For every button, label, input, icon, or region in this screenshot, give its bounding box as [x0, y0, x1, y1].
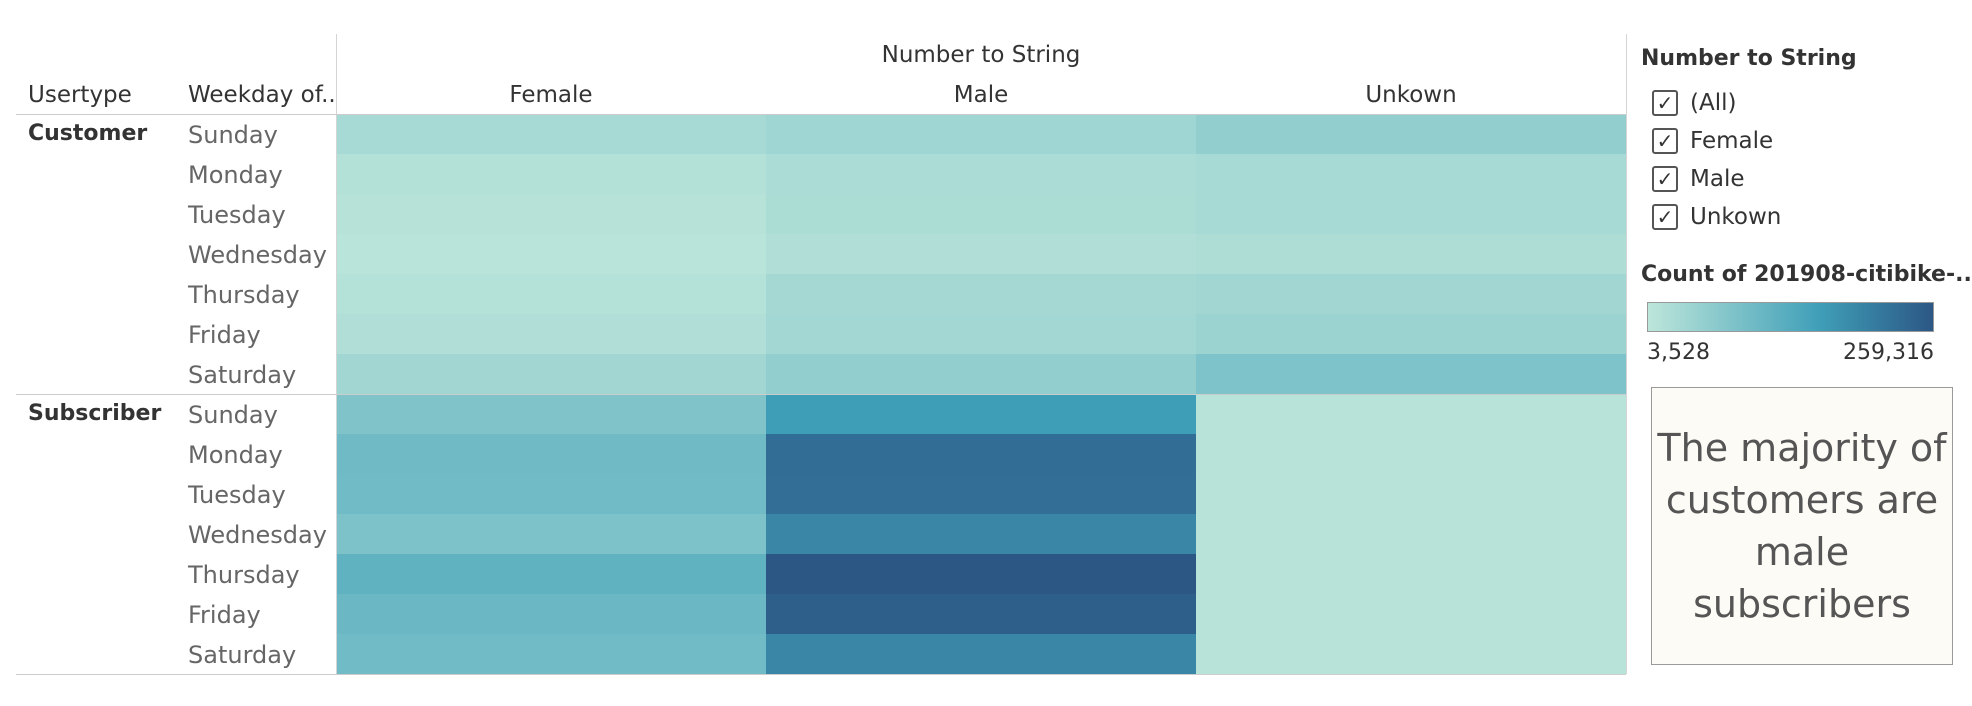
- group-divider-line: [16, 394, 1626, 395]
- filter-item-male[interactable]: ✓ Male: [1652, 166, 1744, 192]
- heatmap-cell-subscriber-sunday-unkown[interactable]: [1196, 394, 1626, 434]
- row-label-wednesday: Wednesday: [188, 241, 327, 269]
- filter-item-label: Unkown: [1690, 204, 1782, 230]
- annotation-line-3: male: [1754, 530, 1850, 574]
- row-label-sunday: Sunday: [188, 401, 278, 429]
- heatmap-cell-customer-monday-unkown[interactable]: [1196, 154, 1626, 194]
- heatmap-cell-customer-wednesday-female[interactable]: [336, 234, 766, 274]
- color-legend-min: 3,528: [1647, 340, 1710, 365]
- color-ramp: [1647, 302, 1934, 332]
- column-header-unkown: Unkown: [1365, 82, 1457, 108]
- row-label-friday: Friday: [188, 321, 261, 349]
- heatmap-cell-customer-tuesday-female[interactable]: [336, 194, 766, 234]
- annotation-text: The majority of customers are male subsc…: [1657, 422, 1946, 630]
- heatmap-cell-subscriber-wednesday-unkown[interactable]: [1196, 514, 1626, 554]
- heatmap-cell-subscriber-monday-female[interactable]: [336, 434, 766, 474]
- row-label-thursday: Thursday: [188, 281, 300, 309]
- heatmap-cell-subscriber-saturday-unkown[interactable]: [1196, 634, 1626, 674]
- heatmap-cell-customer-saturday-female[interactable]: [336, 354, 766, 394]
- heatmap-cell-subscriber-monday-male[interactable]: [766, 434, 1196, 474]
- heatmap-cell-customer-sunday-unkown[interactable]: [1196, 114, 1626, 154]
- annotation-line-4: subscribers: [1693, 582, 1911, 626]
- heatmap-cell-customer-sunday-female[interactable]: [336, 114, 766, 154]
- group-label-customer: Customer: [28, 121, 148, 146]
- heatmap-cell-customer-thursday-male[interactable]: [766, 274, 1196, 314]
- heatmap-cell-customer-tuesday-unkown[interactable]: [1196, 194, 1626, 234]
- table-bottom-line: [16, 674, 1626, 675]
- group-label-subscriber: Subscriber: [28, 401, 162, 426]
- heatmap-cell-subscriber-monday-unkown[interactable]: [1196, 434, 1626, 474]
- heatmap-cell-customer-friday-female[interactable]: [336, 314, 766, 354]
- row-label-wednesday: Wednesday: [188, 521, 327, 549]
- heatmap-cell-customer-friday-male[interactable]: [766, 314, 1196, 354]
- heatmap-cell-subscriber-tuesday-unkown[interactable]: [1196, 474, 1626, 514]
- heatmap-cell-customer-sunday-male[interactable]: [766, 114, 1196, 154]
- column-header-female: Female: [509, 82, 593, 108]
- heatmap-cell-subscriber-wednesday-male[interactable]: [766, 514, 1196, 554]
- checkbox-icon[interactable]: ✓: [1652, 204, 1678, 230]
- annotation-line-1: The majority of: [1657, 426, 1947, 470]
- heatmap-cell-customer-saturday-unkown[interactable]: [1196, 354, 1626, 394]
- annotation-box: The majority of customers are male subsc…: [1651, 387, 1953, 665]
- heatmap-cell-subscriber-friday-unkown[interactable]: [1196, 594, 1626, 634]
- row-label-saturday: Saturday: [188, 361, 297, 389]
- heatmap-cell-customer-thursday-unkown[interactable]: [1196, 274, 1626, 314]
- heatmap-cell-subscriber-wednesday-female[interactable]: [336, 514, 766, 554]
- heatmap-cell-subscriber-sunday-male[interactable]: [766, 394, 1196, 434]
- heatmap-cell-customer-monday-female[interactable]: [336, 154, 766, 194]
- heatmap-cell-customer-saturday-male[interactable]: [766, 354, 1196, 394]
- filter-item-label: Male: [1690, 166, 1745, 192]
- checkbox-icon[interactable]: ✓: [1652, 166, 1678, 192]
- row-label-monday: Monday: [188, 161, 283, 189]
- row-label-sunday: Sunday: [188, 121, 278, 149]
- filter-item-label: Female: [1690, 128, 1774, 154]
- annotation-line-2: customers are: [1665, 478, 1939, 522]
- heatmap-cell-subscriber-friday-female[interactable]: [336, 594, 766, 634]
- heatmap-cell-subscriber-saturday-male[interactable]: [766, 634, 1196, 674]
- heatmap-cell-subscriber-thursday-male[interactable]: [766, 554, 1196, 594]
- row-label-friday: Friday: [188, 601, 261, 629]
- heatmap-cell-subscriber-tuesday-female[interactable]: [336, 474, 766, 514]
- filter-item-all[interactable]: ✓ (All): [1652, 90, 1736, 116]
- row-label-saturday: Saturday: [188, 641, 297, 669]
- column-group-title: Number to String: [881, 42, 1081, 68]
- filter-item-unkown[interactable]: ✓ Unkown: [1652, 204, 1781, 230]
- heatmap-cell-subscriber-saturday-female[interactable]: [336, 634, 766, 674]
- row-label-thursday: Thursday: [188, 561, 300, 589]
- row-label-monday: Monday: [188, 441, 283, 469]
- color-legend-max: 259,316: [1843, 340, 1934, 365]
- heatmap-cell-customer-wednesday-unkown[interactable]: [1196, 234, 1626, 274]
- heatmap-cell-subscriber-thursday-unkown[interactable]: [1196, 554, 1626, 594]
- checkbox-icon[interactable]: ✓: [1652, 90, 1678, 116]
- right-border: [1626, 34, 1627, 674]
- filter-item-label: (All): [1690, 90, 1737, 116]
- heatmap-cell-subscriber-friday-male[interactable]: [766, 594, 1196, 634]
- color-legend-title: Count of 201908-citibike-..: [1641, 262, 1972, 287]
- header-bottom-line: [16, 114, 1626, 115]
- row-label-tuesday: Tuesday: [188, 201, 286, 229]
- column-header-male: Male: [953, 82, 1009, 108]
- filter-item-female[interactable]: ✓ Female: [1652, 128, 1773, 154]
- heatmap-cell-customer-tuesday-male[interactable]: [766, 194, 1196, 234]
- heatmap-cell-customer-thursday-female[interactable]: [336, 274, 766, 314]
- heatmap-cell-subscriber-tuesday-male[interactable]: [766, 474, 1196, 514]
- heatmap-cell-customer-wednesday-male[interactable]: [766, 234, 1196, 274]
- row-header-divider: [336, 34, 337, 674]
- heatmap-cell-customer-friday-unkown[interactable]: [1196, 314, 1626, 354]
- heatmap-cell-customer-monday-male[interactable]: [766, 154, 1196, 194]
- row-header-weekday: Weekday of..: [188, 82, 336, 108]
- row-header-usertype: Usertype: [28, 82, 132, 108]
- heatmap-cell-subscriber-sunday-female[interactable]: [336, 394, 766, 434]
- heatmap-cell-subscriber-thursday-female[interactable]: [336, 554, 766, 594]
- row-label-tuesday: Tuesday: [188, 481, 286, 509]
- filter-title: Number to String: [1641, 46, 1857, 71]
- checkbox-icon[interactable]: ✓: [1652, 128, 1678, 154]
